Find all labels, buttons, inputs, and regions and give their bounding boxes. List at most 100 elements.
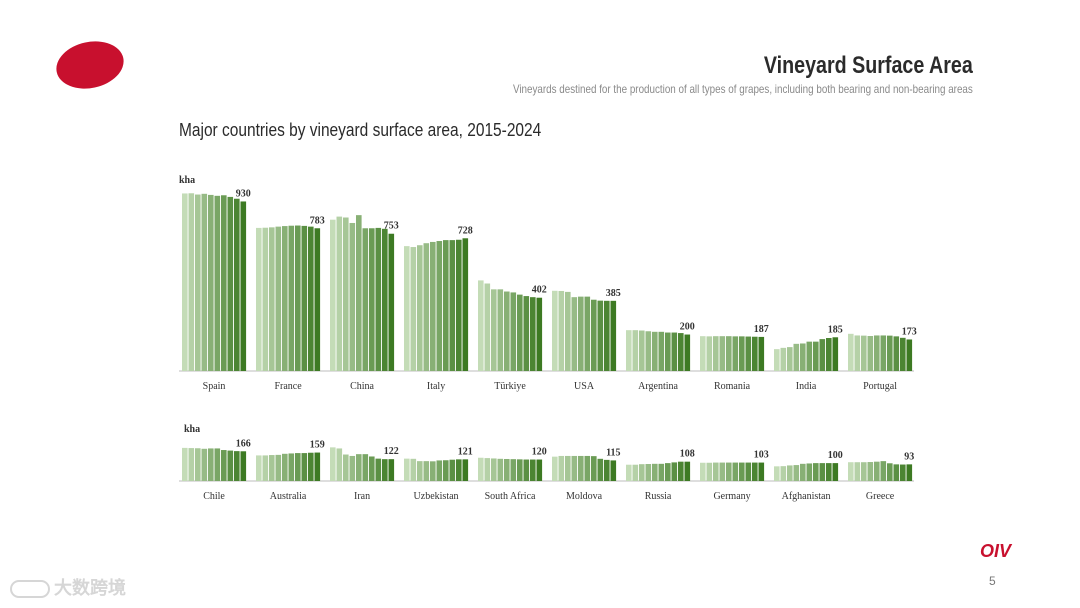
bar bbox=[745, 462, 752, 481]
bar bbox=[201, 193, 208, 371]
bar bbox=[201, 448, 208, 481]
bar bbox=[745, 336, 752, 371]
data-label: 783 bbox=[310, 215, 325, 226]
bar bbox=[639, 464, 645, 481]
data-label: 173 bbox=[902, 326, 917, 337]
unit-label: kha bbox=[179, 175, 195, 186]
country-group-moldova: 115 Moldova bbox=[552, 447, 621, 502]
bar bbox=[700, 462, 706, 481]
bar bbox=[880, 335, 887, 371]
bar bbox=[604, 459, 610, 481]
country-group-spain: 930 Spain bbox=[182, 188, 251, 392]
bar bbox=[652, 463, 658, 481]
category-label: Greece bbox=[866, 491, 895, 502]
bar bbox=[484, 458, 491, 481]
bar bbox=[610, 300, 617, 371]
data-label: 200 bbox=[680, 322, 695, 333]
category-label: China bbox=[350, 381, 374, 392]
bar bbox=[558, 290, 565, 371]
bar bbox=[684, 334, 691, 371]
bar bbox=[410, 458, 417, 481]
bar bbox=[874, 461, 880, 481]
data-label: 385 bbox=[606, 288, 621, 299]
bar bbox=[758, 336, 765, 371]
bar bbox=[343, 454, 349, 481]
bar bbox=[256, 455, 262, 481]
bar bbox=[456, 239, 462, 371]
bar bbox=[330, 447, 336, 481]
data-label: 122 bbox=[384, 446, 399, 457]
bar bbox=[282, 226, 288, 371]
bar bbox=[356, 454, 362, 481]
bar bbox=[462, 459, 469, 481]
bar bbox=[848, 333, 854, 371]
country-group-romania: 187 Romania bbox=[700, 324, 769, 392]
bar bbox=[417, 461, 423, 481]
bar bbox=[497, 289, 504, 371]
bar bbox=[214, 448, 221, 481]
bar bbox=[484, 283, 491, 371]
category-label: Italy bbox=[427, 381, 445, 392]
bar bbox=[584, 296, 591, 372]
bar bbox=[288, 225, 295, 371]
bar bbox=[713, 336, 719, 371]
bar bbox=[523, 459, 530, 481]
bar bbox=[449, 459, 456, 481]
bar bbox=[591, 299, 597, 371]
country-group-germany: 103 Germany bbox=[700, 450, 769, 502]
bar bbox=[780, 466, 787, 481]
country-group-argentina: 200 Argentina bbox=[626, 322, 695, 392]
country-group-france: 783 France bbox=[256, 215, 325, 392]
bar bbox=[240, 451, 247, 481]
country-group-portugal: 173 Portugal bbox=[848, 326, 917, 392]
bar bbox=[308, 452, 314, 481]
bar bbox=[793, 343, 800, 371]
slide-subtitle: Vineyards destined for the production of… bbox=[513, 82, 973, 96]
bar bbox=[713, 462, 719, 481]
bar bbox=[726, 336, 732, 371]
bar bbox=[671, 462, 678, 481]
bar bbox=[732, 336, 739, 371]
country-group-russia: 108 Russia bbox=[626, 449, 695, 502]
data-label: 121 bbox=[458, 446, 473, 457]
bar bbox=[314, 452, 321, 481]
data-label: 115 bbox=[606, 447, 620, 458]
bar bbox=[308, 226, 314, 372]
bar bbox=[632, 330, 639, 371]
unit-label: kha bbox=[184, 424, 200, 435]
bar bbox=[491, 289, 497, 371]
page-number: 5 bbox=[989, 574, 996, 588]
bar bbox=[671, 332, 678, 371]
bar bbox=[552, 290, 558, 371]
bar bbox=[388, 459, 395, 481]
chart-title: Major countries by vineyard surface area… bbox=[179, 120, 542, 140]
bar bbox=[806, 341, 813, 371]
bar bbox=[269, 455, 275, 481]
bar bbox=[658, 463, 665, 481]
bar bbox=[504, 291, 510, 371]
category-label: Portugal bbox=[863, 381, 897, 392]
data-label: 185 bbox=[828, 324, 843, 335]
bar bbox=[565, 291, 571, 371]
category-label: India bbox=[796, 381, 817, 392]
bar bbox=[900, 464, 906, 481]
bar bbox=[336, 216, 343, 371]
bar bbox=[382, 228, 388, 371]
category-label: Australia bbox=[270, 491, 307, 502]
bar bbox=[678, 333, 684, 371]
bar bbox=[530, 297, 536, 371]
bar bbox=[584, 455, 591, 481]
bar bbox=[423, 243, 430, 371]
bar bbox=[800, 343, 806, 371]
bar bbox=[362, 228, 369, 371]
bar bbox=[887, 463, 893, 481]
bar bbox=[900, 337, 906, 371]
bar bbox=[706, 336, 713, 371]
bar bbox=[658, 331, 665, 371]
bar bbox=[854, 335, 861, 371]
bar bbox=[813, 463, 819, 481]
data-label: 103 bbox=[754, 450, 769, 461]
bar bbox=[288, 453, 295, 481]
bar bbox=[752, 336, 758, 371]
